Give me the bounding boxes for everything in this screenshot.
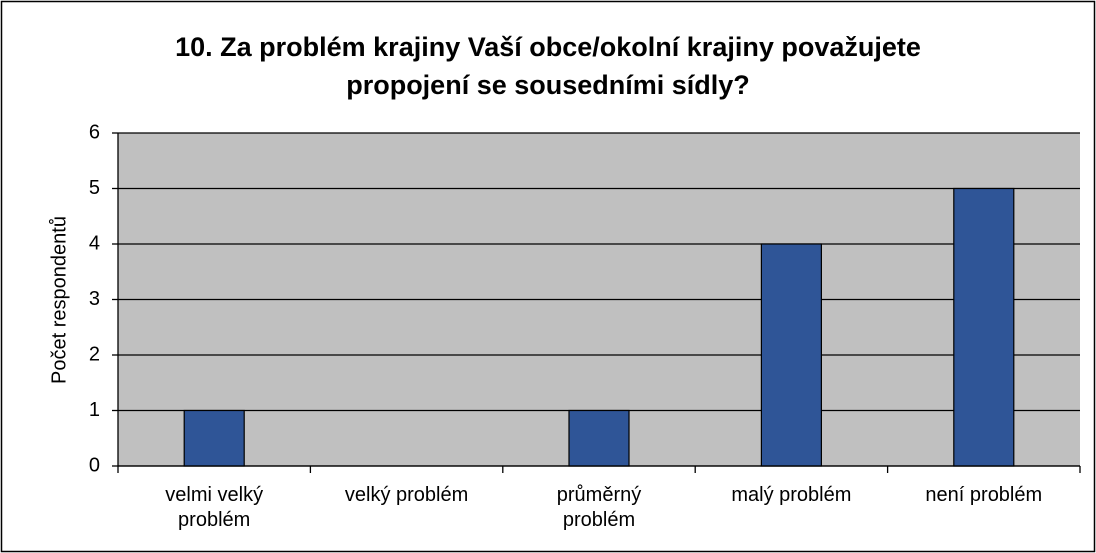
y-tick-label: 5	[89, 177, 100, 199]
x-tick-label: velký problém	[344, 484, 469, 506]
y-tick-label: 1	[89, 399, 100, 421]
x-tick-label: velmi velký problém	[165, 484, 264, 531]
y-tick-label: 4	[89, 232, 100, 254]
x-tick-label: malý problém	[731, 484, 852, 506]
chart-title: 10. Za problém krajiny Vaší obce/okolní …	[175, 32, 921, 100]
bar	[953, 187, 1015, 467]
x-tick-label: není problém	[925, 484, 1043, 506]
x-tick-label: průměrný problém	[556, 484, 642, 531]
y-axis-label: Počet respondentů	[48, 216, 70, 384]
bar	[568, 409, 630, 467]
y-tick-label: 3	[89, 288, 100, 310]
bar	[183, 409, 245, 467]
y-tick-label: 6	[89, 121, 100, 143]
y-tick-label: 2	[89, 343, 100, 365]
bar	[760, 243, 823, 467]
y-tick-label: 0	[89, 454, 100, 476]
